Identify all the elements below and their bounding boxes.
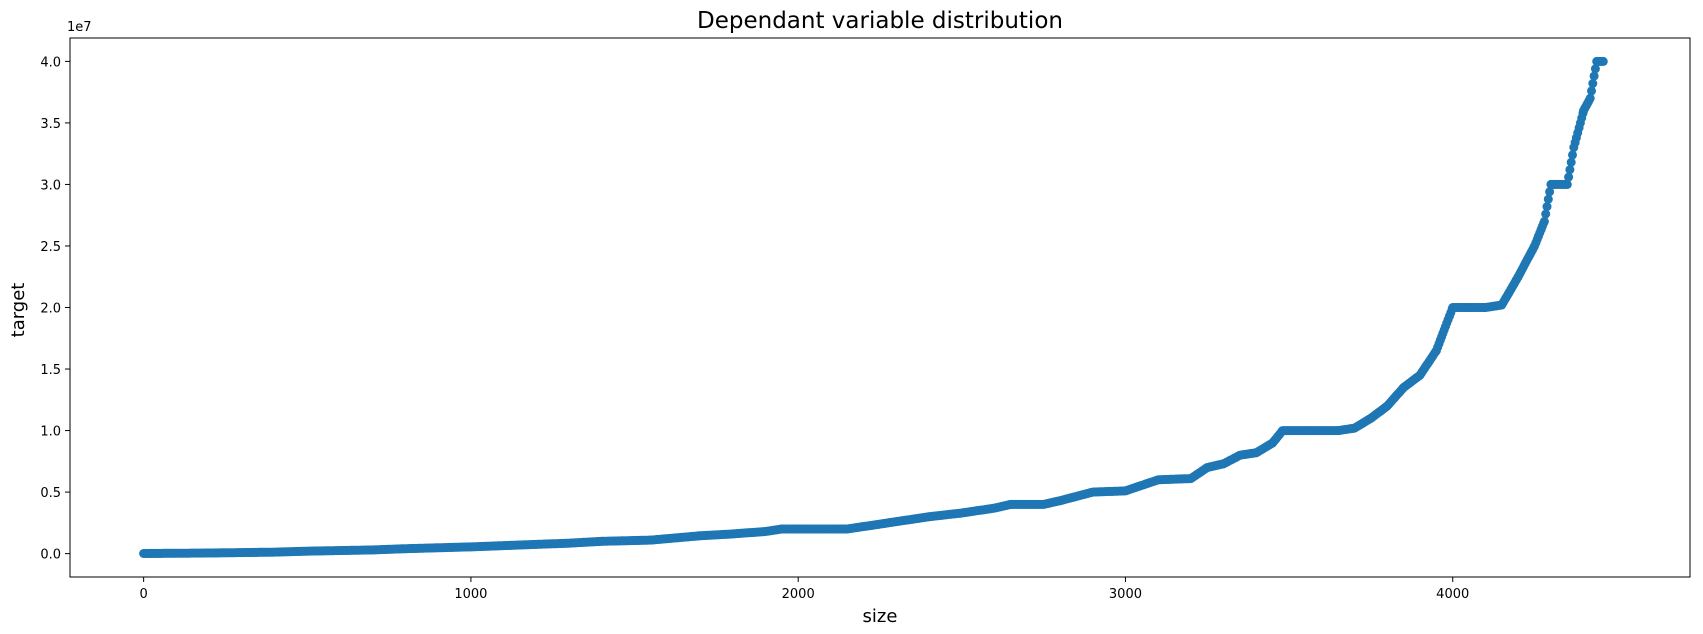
data-point (1545, 187, 1555, 197)
data-point (1585, 93, 1595, 103)
x-axis-ticks: 0 1000 2000 3000 4000 (139, 577, 1469, 602)
y-tick-label: 2.5 (40, 240, 61, 255)
chart-title: Dependant variable distribution (697, 8, 1063, 34)
data-point (1598, 56, 1608, 66)
y-tick-label: 2.0 (40, 302, 61, 317)
data-point (1566, 157, 1576, 167)
plot-frame (69, 37, 1691, 578)
data-point (1564, 172, 1574, 182)
data-point (1588, 79, 1598, 88)
data-point (1541, 209, 1551, 219)
x-tick-label: 2000 (782, 587, 815, 602)
data-point (1590, 64, 1600, 74)
x-tick-label: 4000 (1436, 587, 1469, 602)
y-tick-label: 1.5 (40, 363, 61, 378)
data-point (1543, 194, 1553, 204)
y-axis-label: target (8, 283, 29, 338)
data-point (1587, 86, 1596, 96)
x-tick-label: 1000 (454, 587, 487, 602)
x-tick-label: 0 (139, 587, 147, 602)
y-axis-offset-label: 1e7 (67, 20, 92, 35)
data-point (1565, 165, 1575, 175)
y-tick-label: 0.0 (40, 548, 61, 563)
x-axis-label: size (863, 606, 898, 627)
data-point (1542, 202, 1552, 212)
data-point (1539, 216, 1549, 226)
y-axis-ticks: 0.0 0.5 1.0 1.5 2.0 2.5 3.0 3.5 4.0 (40, 55, 70, 563)
data-point (1562, 179, 1572, 189)
data-points (139, 56, 1608, 558)
data-point (1568, 150, 1577, 160)
y-tick-label: 3.0 (40, 178, 61, 193)
y-tick-label: 1.0 (40, 425, 61, 440)
y-tick-label: 4.0 (40, 55, 61, 70)
data-point (1589, 71, 1599, 81)
y-tick-label: 0.5 (40, 486, 61, 501)
y-tick-label: 3.5 (40, 117, 61, 132)
x-tick-label: 3000 (1109, 587, 1142, 602)
